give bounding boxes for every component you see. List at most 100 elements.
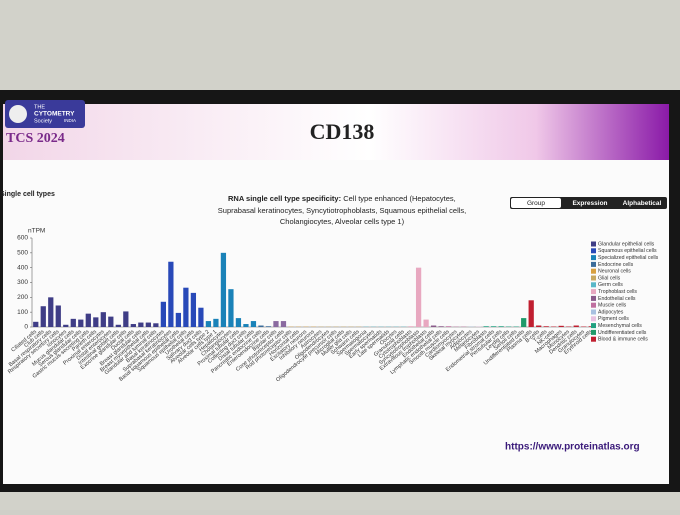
bar <box>251 321 256 327</box>
logo-text: Society <box>34 118 52 124</box>
y-tick-label: 100 <box>17 309 28 316</box>
bar <box>258 326 263 327</box>
legend-label: Pigment cells <box>598 316 629 322</box>
bar <box>146 323 151 327</box>
legend-swatch <box>591 289 596 294</box>
bar <box>161 302 166 327</box>
bar <box>213 319 218 327</box>
bar <box>198 308 203 327</box>
chart-title: RNA single cell type specificity: Cell t… <box>228 194 456 203</box>
legend-label: Endocrine cells <box>598 262 634 268</box>
bar <box>183 288 188 327</box>
legend-swatch <box>591 303 596 308</box>
bar <box>153 323 158 327</box>
bar <box>63 325 68 327</box>
legend-swatch <box>591 262 596 267</box>
legend-swatch <box>591 296 596 301</box>
legend-label: Undifferentiated cells <box>598 330 647 336</box>
legend-label: Neuronal cells <box>598 269 631 275</box>
section-title: Single cell types <box>0 191 55 198</box>
legend-swatch <box>591 269 596 274</box>
legend-swatch <box>591 323 596 328</box>
legend-label: Germ cells <box>598 282 623 288</box>
bar <box>56 305 61 327</box>
bar <box>408 326 413 327</box>
bar <box>116 325 121 327</box>
legend-label: Specialized epithelial cells <box>598 255 659 261</box>
bar <box>228 289 233 327</box>
bar <box>529 300 534 327</box>
bar <box>168 262 173 327</box>
y-axis-label: nTPM <box>28 228 45 235</box>
chart-subtitle: Cell type enhanced (Hepatocytes, <box>343 194 456 203</box>
chart-title-bold: RNA single cell type specificity: <box>228 194 341 203</box>
legend-swatch <box>591 282 596 287</box>
legend-label: Squamous epithelial cells <box>598 248 657 254</box>
chart-subtitle: Suprabasal keratinocytes, Syncytiotropho… <box>218 206 466 215</box>
bar <box>521 318 526 327</box>
bar <box>41 306 46 327</box>
legend-label: Endothelial cells <box>598 296 636 302</box>
bar <box>559 326 564 327</box>
bar <box>499 326 504 327</box>
legend-label: Mesenchymal cells <box>598 323 642 329</box>
bar <box>281 321 286 327</box>
bar <box>71 319 76 327</box>
bar <box>101 312 106 327</box>
legend-swatch <box>591 255 596 260</box>
bar <box>446 326 451 327</box>
legend-label: Glandular epithelial cells <box>598 241 655 247</box>
slide-title: CD138 <box>310 119 375 144</box>
bar <box>423 320 428 327</box>
bar <box>491 326 496 327</box>
bar <box>221 253 226 327</box>
tab[interactable]: Expression <box>572 200 607 207</box>
tab[interactable]: Group <box>527 200 545 207</box>
bar <box>78 320 83 327</box>
bar <box>176 313 181 327</box>
legend-label: Adipocytes <box>598 309 624 315</box>
bar <box>416 268 421 327</box>
bar <box>243 324 248 327</box>
bar <box>191 293 196 327</box>
slide <box>3 104 669 484</box>
bar <box>206 321 211 327</box>
event-name: TCS 2024 <box>6 131 65 146</box>
legend-label: Trophoblast cells <box>598 289 637 295</box>
legend-swatch <box>591 330 596 335</box>
bar <box>484 326 489 327</box>
legend-swatch <box>591 248 596 253</box>
bar <box>438 326 443 327</box>
bar <box>536 326 541 327</box>
y-tick-label: 200 <box>17 294 28 301</box>
bar <box>266 326 271 327</box>
legend-swatch <box>591 310 596 315</box>
bar <box>123 311 128 327</box>
logo-icon <box>9 105 27 123</box>
legend-swatch <box>591 242 596 247</box>
legend-swatch <box>591 316 596 321</box>
bar <box>574 326 579 327</box>
y-tick-label: 600 <box>17 235 28 242</box>
bar <box>138 323 143 327</box>
legend-label: Muscle cells <box>598 303 627 309</box>
source-url: https://www.proteinatlas.org <box>505 442 640 453</box>
y-tick-label: 300 <box>17 279 28 286</box>
bar <box>33 322 38 327</box>
tab[interactable]: Alphabetical <box>623 200 662 207</box>
legend-swatch <box>591 337 596 342</box>
y-tick-label: 400 <box>17 264 28 271</box>
logo-text: THE <box>34 104 45 110</box>
bar <box>431 326 436 327</box>
legend-label: Blood & immune cells <box>598 337 648 343</box>
bar <box>93 317 98 327</box>
bar <box>108 317 113 327</box>
bar <box>544 326 549 327</box>
bar <box>236 318 241 327</box>
chart-subtitle: Cholangiocytes, Alveolar cells type 1) <box>280 217 405 226</box>
y-tick-label: 500 <box>17 250 28 257</box>
legend-swatch <box>591 276 596 281</box>
logo-text: CYTOMETRY <box>34 111 75 118</box>
bar <box>48 297 53 327</box>
